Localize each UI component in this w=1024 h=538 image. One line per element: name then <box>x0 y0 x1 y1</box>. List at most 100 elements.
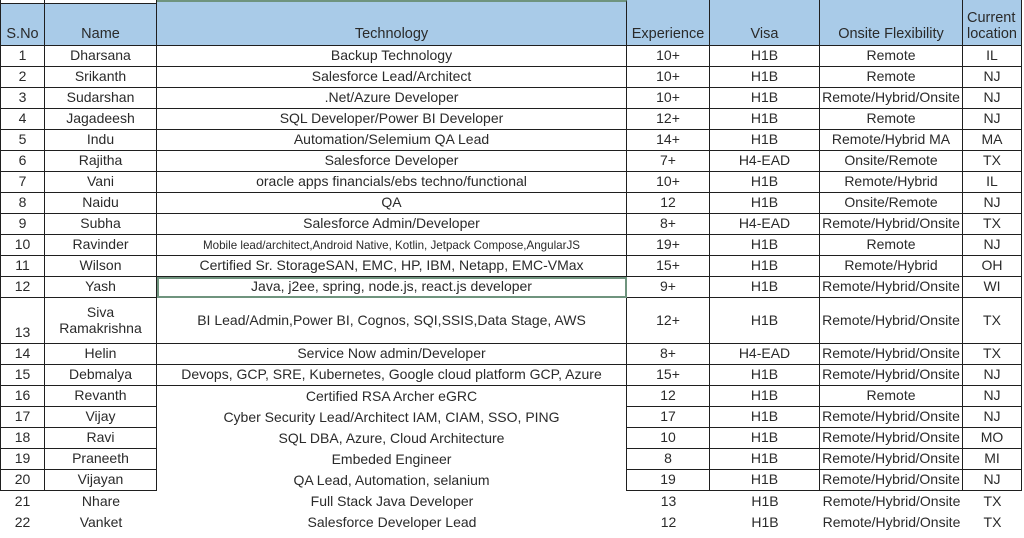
cell-name[interactable]: Indu <box>45 130 157 151</box>
cell-sno[interactable]: 12 <box>0 277 45 298</box>
header-onsite-flexibility[interactable]: Onsite Flexibility <box>820 0 963 46</box>
cell-visa[interactable]: H1B <box>710 277 820 298</box>
cell-onsite[interactable]: Remote/Hybrid/Onsite <box>820 88 963 109</box>
header-visa[interactable]: Visa <box>710 0 820 46</box>
cell-experience[interactable]: 12+ <box>627 298 710 344</box>
cell-experience[interactable]: 15+ <box>627 256 710 277</box>
cell-experience[interactable]: 17 <box>627 407 710 428</box>
cell-onsite[interactable]: Remote/Hybrid/Onsite <box>820 277 963 298</box>
cell-experience[interactable]: 10+ <box>627 46 710 67</box>
header-technology[interactable]: Technology <box>157 0 627 46</box>
cell-name[interactable]: Subha <box>45 214 157 235</box>
cell-location[interactable]: NJ <box>963 67 1022 88</box>
cell-technology[interactable]: SQL DBA, Azure, Cloud Architecture <box>157 428 627 449</box>
cell-technology[interactable]: Embeded Engineer <box>157 449 627 470</box>
cell-technology[interactable]: BI Lead/Admin,Power BI, Cognos, SQI,SSIS… <box>157 298 627 344</box>
cell-visa[interactable]: H1B <box>710 449 820 470</box>
header-name[interactable]: Name <box>45 0 157 46</box>
cell-technology[interactable]: Certified RSA Archer eGRC <box>157 386 627 407</box>
cell-technology[interactable]: Cyber Security Lead/Architect IAM, CIAM,… <box>157 407 627 428</box>
cell-name[interactable]: Naidu <box>45 193 157 214</box>
cell-location[interactable]: OH <box>963 256 1022 277</box>
cell-name[interactable]: Jagadeesh <box>45 109 157 130</box>
cell-sno[interactable]: 17 <box>0 407 45 428</box>
cell-experience[interactable]: 12 <box>627 193 710 214</box>
cell-technology[interactable]: Certified Sr. StorageSAN, EMC, HP, IBM, … <box>157 256 627 277</box>
cell-sno[interactable]: 18 <box>0 428 45 449</box>
cell-onsite[interactable]: Remote/Hybrid/Onsite <box>822 492 961 509</box>
cell-sno[interactable]: 19 <box>0 449 45 470</box>
cell-experience[interactable]: 12 <box>627 386 710 407</box>
cell-experience[interactable]: 8+ <box>627 344 710 365</box>
cell-location[interactable]: NJ <box>963 470 1022 491</box>
cell-location[interactable]: TX <box>963 151 1022 172</box>
cell-technology[interactable]: oracle apps financials/ebs techno/functi… <box>157 172 627 193</box>
header-current-location[interactable]: Current location <box>963 0 1022 46</box>
cell-onsite[interactable]: Remote/Hybrid/Onsite <box>820 365 963 386</box>
cell-visa[interactable]: H1B <box>710 109 820 130</box>
cell-experience[interactable]: 10+ <box>627 67 710 88</box>
cell-sno[interactable]: 22 <box>14 513 31 530</box>
cell-onsite[interactable]: Remote/Hybrid/Onsite <box>820 428 963 449</box>
header-experience[interactable]: Experience <box>627 0 710 46</box>
cell-visa[interactable]: H1B <box>710 235 820 256</box>
cell-visa[interactable]: H1B <box>710 172 820 193</box>
cell-sno[interactable]: 20 <box>0 470 45 491</box>
cell-onsite[interactable]: Onsite/Remote <box>820 193 963 214</box>
cell-experience[interactable]: 12 <box>660 513 677 530</box>
cell-name[interactable]: Ravi <box>45 428 157 449</box>
cell-sno[interactable]: 4 <box>0 109 45 130</box>
cell-sno[interactable]: 7 <box>0 172 45 193</box>
cell-onsite[interactable]: Remote <box>820 46 963 67</box>
cell-sno[interactable]: 6 <box>0 151 45 172</box>
cell-location[interactable]: IL <box>963 46 1022 67</box>
cell-experience[interactable]: 15+ <box>627 365 710 386</box>
cell-onsite[interactable]: Remote/Hybrid/Onsite <box>820 407 963 428</box>
cell-visa[interactable]: H1B <box>710 386 820 407</box>
cell-experience[interactable]: 19+ <box>627 235 710 256</box>
cell-onsite[interactable]: Remote/Hybrid <box>820 256 963 277</box>
cell-sno[interactable]: 3 <box>0 88 45 109</box>
cell-sno[interactable]: 15 <box>0 365 45 386</box>
cell-visa[interactable]: H1B <box>710 298 820 344</box>
cell-experience[interactable]: 7+ <box>627 151 710 172</box>
cell-experience[interactable]: 8+ <box>627 214 710 235</box>
cell-name[interactable]: Sudarshan <box>45 88 157 109</box>
cell-name[interactable]: Yash <box>45 277 157 298</box>
cell-name[interactable]: Nhare <box>81 492 121 509</box>
cell-visa[interactable]: H4-EAD <box>710 344 820 365</box>
cell-sno[interactable]: 1 <box>0 46 45 67</box>
cell-location[interactable]: WI <box>963 277 1022 298</box>
cell-onsite[interactable]: Remote <box>820 235 963 256</box>
cell-technology[interactable]: Automation/Selemium QA Lead <box>157 130 627 151</box>
cell-technology[interactable]: Salesforce Developer Lead <box>307 513 477 530</box>
cell-onsite[interactable]: Onsite/Remote <box>820 151 963 172</box>
cell-sno[interactable]: 16 <box>0 386 45 407</box>
cell-name[interactable]: Siva Ramakrishna <box>45 298 157 344</box>
cell-experience[interactable]: 10+ <box>627 88 710 109</box>
cell-name[interactable]: Wilson <box>45 256 157 277</box>
cell-onsite[interactable]: Remote/Hybrid MA <box>820 130 963 151</box>
cell-visa[interactable]: H4-EAD <box>710 151 820 172</box>
cell-visa[interactable]: H1B <box>710 46 820 67</box>
cell-location[interactable]: NJ <box>963 386 1022 407</box>
cell-technology[interactable]: QA <box>157 193 627 214</box>
cell-onsite[interactable]: Remote/Hybrid/Onsite <box>820 470 963 491</box>
cell-name[interactable]: Vanket <box>79 513 123 530</box>
cell-sno[interactable]: 13 <box>0 298 45 344</box>
cell-location[interactable]: MI <box>963 449 1022 470</box>
cell-technology[interactable]: Java, j2ee, spring, node.js, react.js de… <box>157 277 627 298</box>
cell-visa[interactable]: H1B <box>710 67 820 88</box>
cell-name[interactable]: Ravinder <box>45 235 157 256</box>
cell-experience[interactable]: 19 <box>627 470 710 491</box>
cell-onsite[interactable]: Remote/Hybrid <box>820 172 963 193</box>
cell-name[interactable]: Revanth <box>45 386 157 407</box>
cell-location[interactable]: TX <box>983 513 1002 530</box>
cell-onsite[interactable]: Remote/Hybrid/Onsite <box>820 214 963 235</box>
cell-visa[interactable]: H1B <box>710 193 820 214</box>
cell-location[interactable]: TX <box>963 214 1022 235</box>
cell-visa[interactable]: H1B <box>710 470 820 491</box>
cell-sno[interactable]: 5 <box>0 130 45 151</box>
cell-sno[interactable]: 11 <box>0 256 45 277</box>
cell-sno[interactable]: 21 <box>14 492 31 509</box>
